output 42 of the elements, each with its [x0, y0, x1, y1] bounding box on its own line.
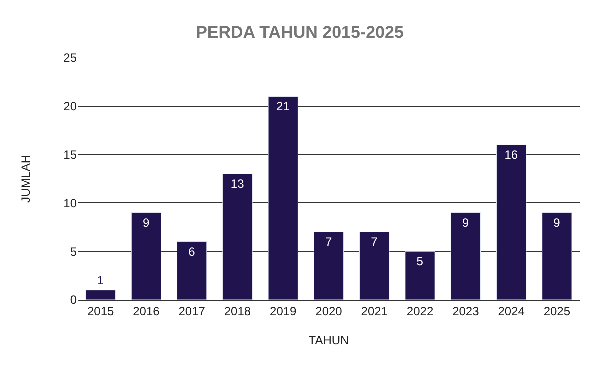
x-tick-label: 2023: [452, 304, 480, 318]
bar: [542, 212, 572, 300]
x-tick-label: 2024: [498, 304, 526, 318]
y-tick-label: 10: [64, 196, 78, 210]
data-label: 7: [371, 235, 378, 250]
x-tick-label: 2016: [133, 304, 160, 318]
bar: [268, 96, 298, 300]
x-axis-title: TAHUN: [308, 333, 350, 348]
x-tick-label: 2017: [178, 304, 206, 318]
bar: [86, 290, 116, 300]
data-label: 1: [97, 273, 104, 288]
bar: [222, 174, 253, 300]
bar: [131, 212, 162, 300]
data-label: 21: [276, 100, 290, 114]
y-tick-label: 0: [70, 293, 78, 308]
data-label: 5: [416, 254, 424, 269]
data-label: 16: [504, 148, 518, 162]
y-tick-label: 20: [64, 100, 78, 114]
bar: [496, 144, 527, 300]
bar: [450, 212, 481, 300]
data-label: 6: [188, 244, 196, 259]
x-tick-label: 2021: [361, 304, 388, 318]
data-label: 9: [462, 216, 470, 230]
x-tick-label: 2019: [270, 304, 298, 318]
x-tick-label: 2022: [406, 304, 434, 318]
bar: [177, 242, 208, 300]
y-axis-title: JUMLAH: [18, 154, 33, 204]
data-label: 7: [326, 235, 332, 250]
x-tick-label: 2025: [544, 304, 571, 318]
x-tick-label: 2015: [87, 304, 114, 318]
bar: [314, 232, 344, 300]
x-tick-label: 2020: [316, 304, 343, 318]
data-label: 13: [230, 177, 245, 192]
chart-title: PERDA TAHUN 2015-2025: [196, 22, 404, 42]
y-tick-label: 15: [64, 148, 78, 162]
bar: [360, 232, 390, 300]
y-tick-label: 5: [70, 244, 78, 259]
bar: [405, 251, 436, 300]
data-label: 9: [142, 216, 150, 230]
data-label: 9: [554, 216, 561, 230]
y-tick-label: 25: [64, 51, 78, 66]
x-tick-label: 2018: [224, 304, 252, 318]
